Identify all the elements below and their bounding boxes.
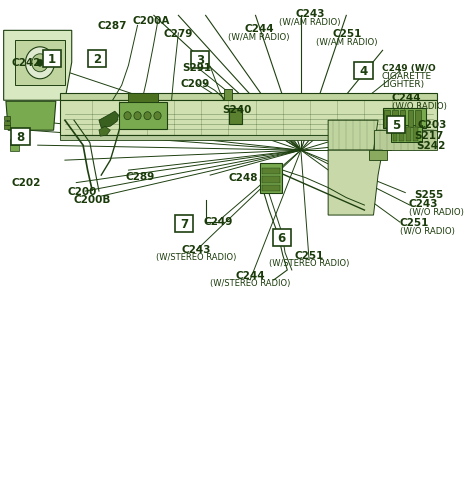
Polygon shape [119, 103, 167, 130]
Bar [60, 94, 437, 101]
Text: C200B: C200B [73, 195, 111, 205]
Bar [15, 41, 65, 86]
Text: C202: C202 [11, 178, 41, 188]
Polygon shape [328, 121, 378, 151]
Text: (W/AM RADIO): (W/AM RADIO) [317, 38, 378, 47]
Bar [400, 128, 404, 141]
Bar [400, 111, 405, 127]
Bar [175, 215, 193, 232]
Text: C243: C243 [409, 199, 438, 208]
Text: C209: C209 [181, 79, 210, 89]
Text: C249 (W/O: C249 (W/O [382, 64, 436, 73]
Text: (W/O RADIO): (W/O RADIO) [400, 226, 455, 235]
Bar [260, 164, 282, 194]
Text: C243: C243 [182, 244, 211, 255]
Bar [262, 185, 280, 192]
Text: 7: 7 [180, 217, 188, 230]
Text: C251: C251 [332, 29, 362, 39]
Bar [224, 90, 232, 101]
Polygon shape [99, 127, 110, 137]
Bar [9, 146, 18, 152]
Circle shape [124, 113, 131, 120]
Bar [369, 151, 387, 161]
Bar [60, 101, 437, 136]
Polygon shape [6, 102, 56, 131]
Text: C244: C244 [392, 93, 421, 103]
Polygon shape [374, 131, 437, 151]
Text: C287: C287 [98, 22, 128, 31]
Bar [4, 126, 10, 130]
Text: 2: 2 [92, 53, 101, 66]
Bar [383, 109, 426, 129]
Text: C200A: C200A [132, 17, 170, 27]
Text: S255: S255 [414, 190, 444, 200]
Text: 8: 8 [16, 130, 25, 143]
Text: 6: 6 [278, 231, 286, 244]
Bar [60, 136, 437, 141]
Text: (W/STEREO RADIO): (W/STEREO RADIO) [156, 253, 237, 262]
Bar [4, 117, 10, 121]
Text: 3: 3 [196, 54, 204, 67]
Text: CIGARETTE: CIGARETTE [382, 72, 432, 81]
Bar [415, 111, 421, 127]
Text: C289: C289 [125, 172, 155, 182]
Bar [273, 229, 291, 246]
Circle shape [32, 55, 48, 73]
Bar [4, 122, 10, 126]
Bar [387, 116, 405, 133]
Text: (W/STEREO RADIO): (W/STEREO RADIO) [210, 279, 290, 288]
Bar [11, 128, 29, 145]
Bar [413, 128, 418, 141]
Bar [43, 51, 61, 68]
Text: LIGHTER): LIGHTER) [382, 80, 424, 89]
Text: C244: C244 [235, 271, 265, 281]
Text: C242: C242 [11, 58, 41, 68]
Text: C251: C251 [294, 250, 324, 261]
Bar [392, 111, 398, 127]
Circle shape [134, 113, 141, 120]
Polygon shape [99, 112, 118, 128]
Bar [406, 128, 411, 141]
Bar [355, 63, 373, 80]
Bar [229, 109, 242, 124]
Text: C243: C243 [295, 9, 325, 19]
Circle shape [37, 60, 43, 67]
Bar [384, 111, 390, 127]
Bar [128, 94, 158, 103]
Bar [262, 177, 280, 183]
Text: (W/AM RADIO): (W/AM RADIO) [279, 18, 341, 27]
Bar [408, 111, 413, 127]
Circle shape [144, 113, 151, 120]
Text: S217: S217 [414, 131, 444, 141]
Text: C249: C249 [204, 216, 233, 226]
Text: C203: C203 [417, 120, 447, 130]
Text: C244: C244 [244, 24, 274, 34]
Bar [392, 128, 397, 141]
Bar [9, 140, 18, 146]
Text: (W/STEREO RADIO): (W/STEREO RADIO) [269, 259, 349, 268]
Circle shape [154, 113, 161, 120]
Text: S242: S242 [417, 141, 446, 151]
Text: S240: S240 [223, 105, 252, 115]
Bar [391, 126, 422, 143]
Bar [262, 168, 280, 175]
Text: S291: S291 [182, 63, 211, 73]
Text: 5: 5 [392, 118, 401, 131]
Bar [191, 52, 209, 69]
Circle shape [26, 48, 55, 80]
Text: (W/O RADIO): (W/O RADIO) [409, 207, 464, 216]
Text: C279: C279 [164, 29, 193, 39]
Text: (W/AM RADIO): (W/AM RADIO) [228, 33, 290, 42]
Bar [88, 51, 106, 68]
Polygon shape [4, 31, 72, 101]
Text: 1: 1 [48, 53, 56, 66]
Polygon shape [328, 151, 383, 215]
Text: C251: C251 [400, 217, 429, 227]
Text: C248: C248 [228, 173, 257, 183]
Text: 4: 4 [359, 65, 368, 78]
Text: (W/O RADIO): (W/O RADIO) [392, 102, 447, 111]
Text: C200: C200 [67, 187, 97, 197]
